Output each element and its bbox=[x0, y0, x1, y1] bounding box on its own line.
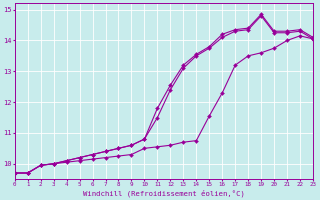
X-axis label: Windchill (Refroidissement éolien,°C): Windchill (Refroidissement éolien,°C) bbox=[83, 189, 245, 197]
